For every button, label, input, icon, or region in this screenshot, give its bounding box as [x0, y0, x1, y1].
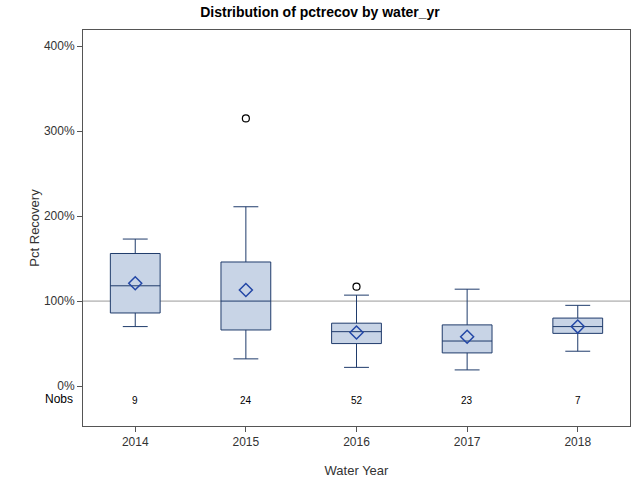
svg-text:52: 52 — [351, 395, 363, 406]
svg-text:7: 7 — [575, 395, 581, 406]
svg-text:0%: 0% — [57, 379, 75, 393]
svg-text:Nobs: Nobs — [45, 392, 73, 406]
svg-text:9: 9 — [132, 395, 138, 406]
svg-text:400%: 400% — [44, 39, 75, 53]
svg-text:2018: 2018 — [564, 435, 591, 449]
svg-text:24: 24 — [240, 395, 252, 406]
svg-text:Distribution of pctrecov by wa: Distribution of pctrecov by water_yr — [200, 4, 440, 20]
svg-text:2016: 2016 — [343, 435, 370, 449]
svg-text:Water Year: Water Year — [325, 463, 390, 478]
svg-text:Pct Recovery: Pct Recovery — [27, 189, 42, 267]
svg-text:2017: 2017 — [454, 435, 481, 449]
svg-text:2015: 2015 — [233, 435, 260, 449]
svg-text:100%: 100% — [44, 294, 75, 308]
svg-text:23: 23 — [461, 395, 473, 406]
svg-text:2014: 2014 — [122, 435, 149, 449]
svg-text:300%: 300% — [44, 124, 75, 138]
svg-text:200%: 200% — [44, 209, 75, 223]
